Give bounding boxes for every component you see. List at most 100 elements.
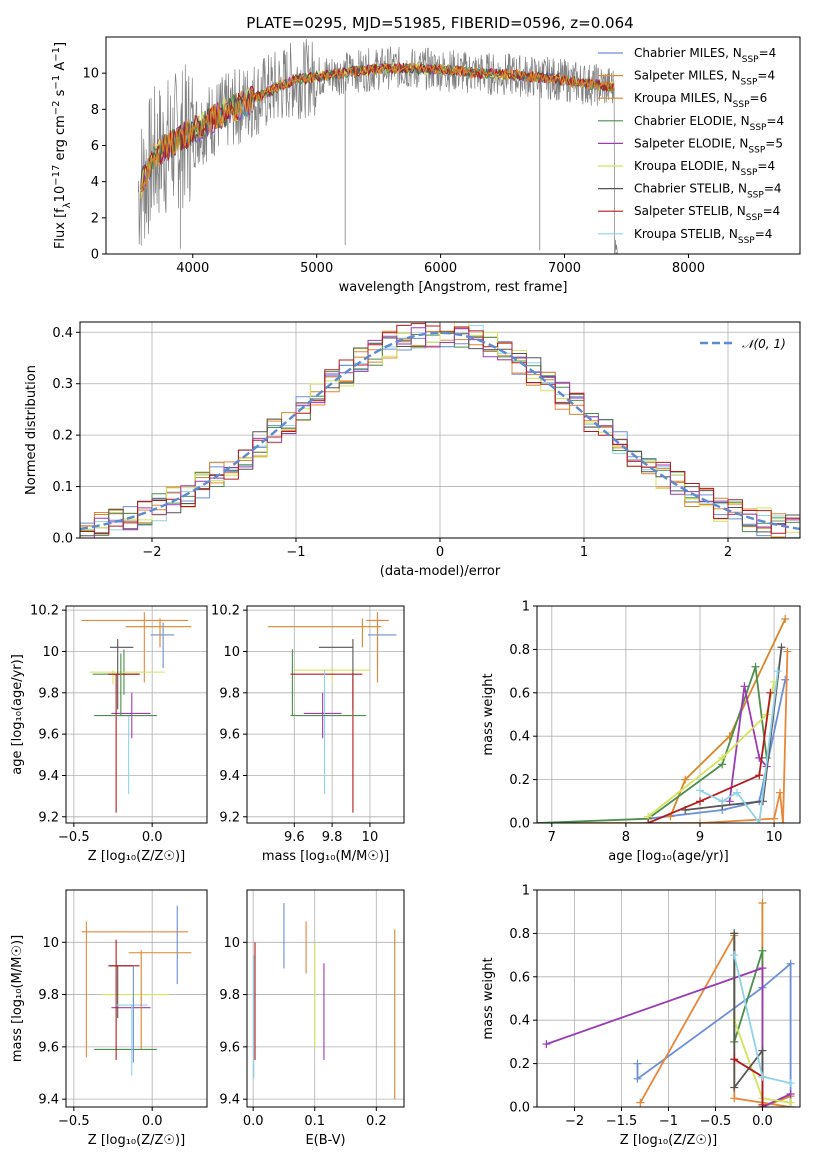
weight-marker [775,788,784,797]
weight-marker [755,771,764,780]
weight-marker [783,647,792,656]
residual-histogram [80,322,800,533]
axes-frame [105,36,801,255]
weight-marker [755,819,764,823]
residual-histogram [80,327,800,538]
legend-entry: Chabrier MILES, NSSP=4 [634,46,776,65]
panel-age_vs_mass: 9.6 9.8 10 9.2 9.4 9.6 9.8 10 10.2 mass [log₁₀(M/… [211,604,405,864]
legend-base: Salpeter STELIB, N [634,204,746,218]
legend-tail: =4 [757,159,775,173]
y-axis-label: mass weight [481,957,496,1039]
y-label-part: A [53,62,68,75]
y-tick-label: 0 [91,248,99,263]
y-tick-label: 0.4 [509,1014,530,1029]
x-tick-label: 0.2 [366,1114,387,1129]
legend-base: Chabrier ELODIE, N [634,114,750,128]
weight-marker [786,1098,795,1107]
y-tick-label: 0.0 [52,532,73,547]
weight-line [537,651,789,823]
panel-weight_vs_age: 7 8 9 10 0.0 0.2 0.4 0.6 0.8 1 age [log₁₀(age/yr)]… [481,600,801,864]
weight-line [685,647,783,811]
weight-marker [773,667,782,676]
x-axis-label: Z [log₁₀(Z/Z☉)] [620,1133,717,1148]
y-label-part: 10 [53,186,68,203]
y-label-part: erg cm [53,115,68,164]
weight-marker [730,1094,739,1103]
y-tick-label: 2 [91,211,99,226]
y-tick-label: 1 [522,884,530,899]
legend-sub: SSP [746,213,763,223]
weight-marker [681,775,690,784]
x-tick-label: 0 [436,545,444,560]
y-label-part: ] [53,42,68,47]
legend-entry: 𝒩(0, 1) [742,337,786,351]
y-tick-label: 0.2 [509,1057,530,1072]
legend-sub: SSP [742,55,759,65]
y-tick-label: 9.2 [219,810,240,825]
x-tick-label: 0.1 [304,1114,325,1129]
weight-marker [758,1072,767,1081]
weight-marker [740,682,749,691]
y-tick-label: 10 [82,67,99,82]
x-tick-label: −0.5 [58,1114,90,1129]
y-tick-label: 4 [91,175,99,190]
weight-marker [770,814,779,823]
axes-frame [246,889,405,1108]
x-tick-label: −1.5 [606,1114,638,1129]
x-tick-label: 1 [580,545,588,560]
plot-area [80,322,800,538]
legend-base: Kroupa MILES, N [634,91,733,105]
axes-frame [65,605,208,824]
weight-marker [758,1046,767,1055]
x-tick-label: 5000 [300,261,333,276]
y-tick-label: 0.4 [52,326,73,341]
y-tick-label: 9.4 [219,769,240,784]
y-label-part: −1 [51,47,62,62]
weight-marker [777,643,786,652]
panel-age_vs_Z: −0.5 0.0 9.2 9.4 9.6 9.8 10 10.2 Z [log₁₀(Z/Z☉)]… [10,604,208,864]
legend-entry: Salpeter ELODIE, NSSP=5 [634,136,783,155]
y-label-part: s [53,89,68,100]
plot-area [253,903,396,1100]
x-tick-label: 0.0 [142,830,163,845]
weight-marker [778,819,787,823]
x-tick-label: 4000 [176,261,209,276]
y-tick-label: 9.8 [38,686,59,701]
weight-marker [718,753,727,762]
y-label-part: −2 [51,100,62,115]
legend-tail: =4 [763,204,781,218]
model-spectrum [140,61,615,192]
x-tick-label: 8000 [672,261,705,276]
panel-weight_vs_Z: −2 −1.5 −1 −0.5 0.0 0.0 0.2 0.4 0.6 0.8 1 Z [log₁₀(… [481,884,801,1148]
y-label-part: Flux [f [53,208,68,249]
y-tick-label: 9.8 [219,686,240,701]
y-label-part: −1 [51,75,62,90]
legend-sub: SSP [750,123,767,133]
legend-base: Chabrier MILES, N [634,46,742,60]
y-tick-label: 10.2 [30,604,59,619]
weight-marker [730,951,739,960]
legend-base: Kroupa STELIB, N [634,227,738,241]
legend-entry: Salpeter MILES, NSSP=4 [634,69,775,88]
x-tick-label: −2 [142,545,161,560]
weight-marker [730,929,739,938]
figure-title: PLATE=0295, MJD=51985, FIBERID=0596, z=0… [246,14,633,32]
legend-base: Kroupa ELODIE, N [634,159,741,173]
legend-sub: SSP [741,78,758,88]
weight-marker [786,1079,795,1088]
legend-base: Salpeter ELODIE, N [634,136,748,150]
weight-marker [758,899,767,908]
legend-tail: =4 [757,69,775,83]
legend-sub: SSP [747,191,764,201]
x-tick-label: 0.0 [243,1114,264,1129]
y-axis-label: mass weight [481,673,496,755]
x-tick-label: 6000 [424,261,457,276]
weight-marker [781,615,790,624]
legend-sub: SSP [733,100,750,110]
weight-marker [695,819,704,823]
panel-mass_vs_EBV: 0.0 0.1 0.2 9.4 9.6 9.8 10 E(B-V) [219,889,405,1148]
weight-line [669,618,787,817]
legend-entry: Kroupa ELODIE, NSSP=4 [634,159,775,178]
weight-marker [730,1055,739,1064]
